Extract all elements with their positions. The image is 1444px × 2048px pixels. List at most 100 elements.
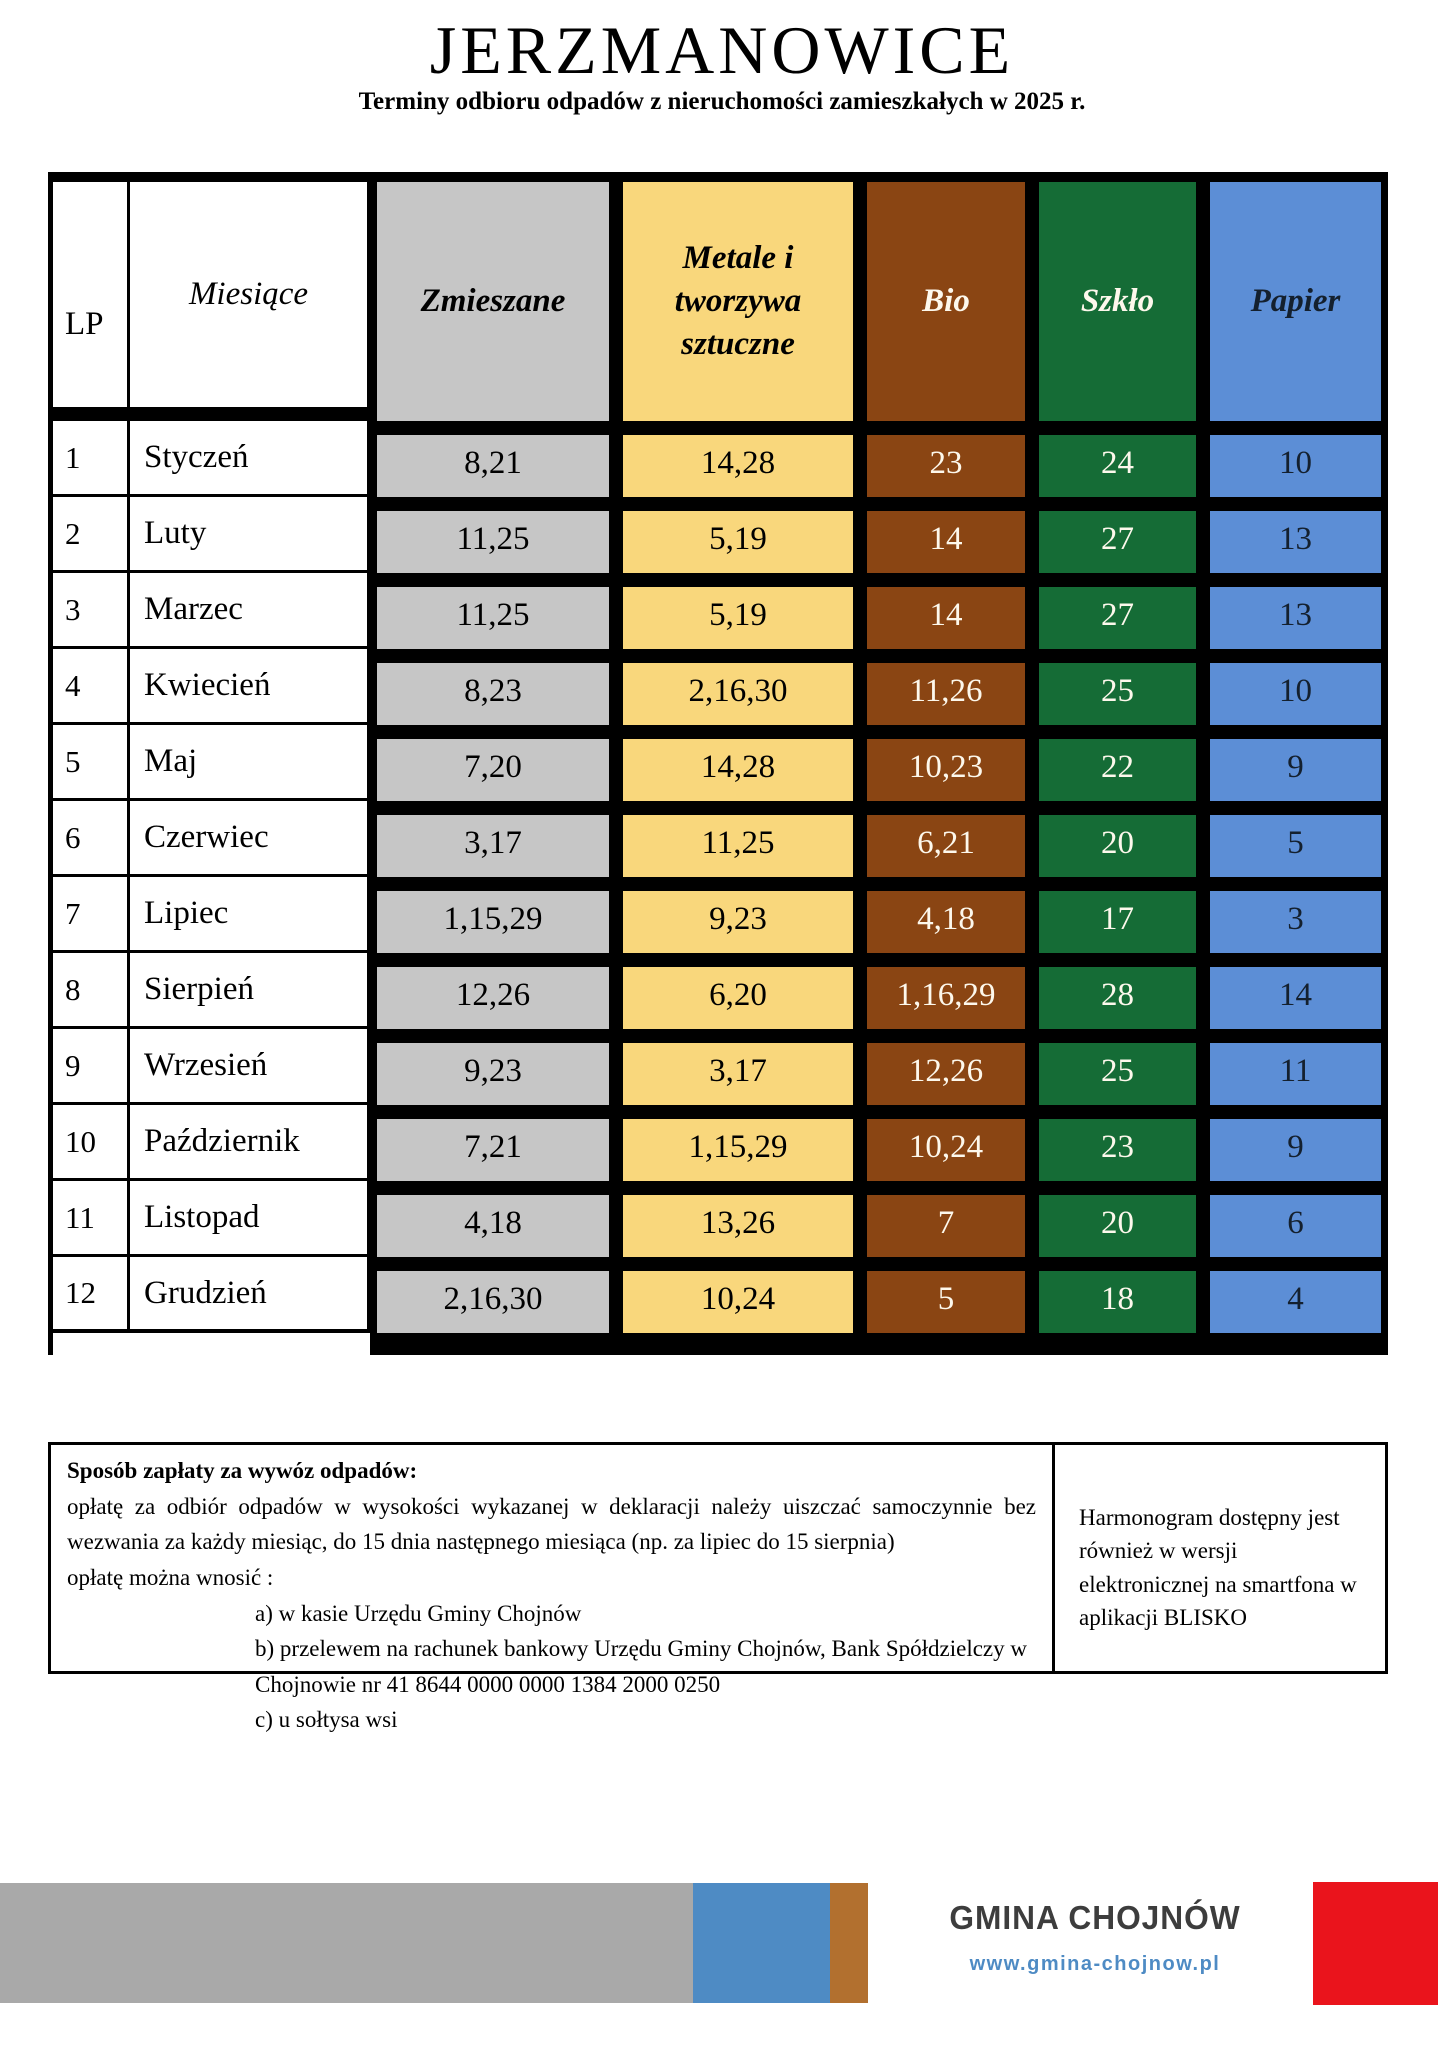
footer-red-block <box>1313 1882 1438 2005</box>
month-cell: Maj <box>130 725 367 801</box>
payment-line2: opłatę można wnosić : <box>67 1564 274 1590</box>
schedule-cell-bio: 10,24 <box>867 1119 1025 1181</box>
column-header-papier: Papier <box>1210 182 1381 421</box>
schedule-cell-szklo: 20 <box>1039 815 1196 877</box>
payment-item-a: a) w kasie Urzędu Gminy Chojnów <box>255 1600 582 1626</box>
month-cell: Czerwiec <box>130 801 367 877</box>
schedule-cell-papier: 3 <box>1210 891 1381 953</box>
schedule-cell-bio: 12,26 <box>867 1043 1025 1105</box>
schedule-cell-szklo: 25 <box>1039 663 1196 725</box>
waste-type-columns: Zmieszane 8,21 11,25 11,25 8,23 7,20 3,17 1,15,… <box>370 182 1388 1355</box>
app-note-text: Harmonogram dostępny jest również w wers… <box>1079 1505 1357 1631</box>
column-header-months: Miesiące <box>130 182 367 421</box>
footer-brown-bar <box>830 1883 868 2003</box>
app-availability-note: Harmonogram dostępny jest również w wers… <box>1055 1445 1385 1671</box>
schedule-cell-zmieszane: 12,26 <box>377 967 609 1029</box>
column-zmieszane: Zmieszane 8,21 11,25 11,25 8,23 7,20 3,17 1,15,… <box>370 182 616 1347</box>
payment-heading: Sposób zapłaty za wywóz odpadów: <box>67 1458 418 1483</box>
schedule-cell-szklo: 23 <box>1039 1119 1196 1181</box>
schedule-cell-metale: 3,17 <box>623 1043 853 1105</box>
schedule-cell-bio: 7 <box>867 1195 1025 1257</box>
column-metale: Metale i tworzywa sztuczne 14,28 5,19 5,19 2… <box>616 182 860 1347</box>
payment-info-box: Sposób zapłaty za wywóz odpadów: opłatę … <box>48 1442 1388 1732</box>
schedule-cell-szklo: 27 <box>1039 511 1196 573</box>
lp-cell: 5 <box>53 725 127 801</box>
schedule-cell-papier: 14 <box>1210 967 1381 1029</box>
column-header-metale: Metale i tworzywa sztuczne <box>623 182 853 421</box>
month-cell: Grudzień <box>130 1257 367 1333</box>
schedule-cell-papier: 10 <box>1210 663 1381 725</box>
schedule-cell-szklo: 20 <box>1039 1195 1196 1257</box>
month-cell: Lipiec <box>130 877 367 953</box>
schedule-cell-papier: 6 <box>1210 1195 1381 1257</box>
column-header-zmieszane: Zmieszane <box>377 182 609 421</box>
schedule-cell-metale: 6,20 <box>623 967 853 1029</box>
month-cell: Wrzesień <box>130 1029 367 1105</box>
column-papier: Papier 10 13 13 10 9 5 3 14 11 9 6 4 <box>1203 182 1388 1347</box>
column-bio: Bio 23 14 14 11,26 10,23 6,21 4,18 1,16,29 12,26 1… <box>860 182 1032 1347</box>
lp-cell: 8 <box>53 953 127 1029</box>
schedule-cell-bio: 1,16,29 <box>867 967 1025 1029</box>
schedule-cell-szklo: 22 <box>1039 739 1196 801</box>
waste-schedule-table: LP 1 2 3 4 5 6 7 8 9 10 11 12 Miesiące Styczeń Luty M… <box>48 172 1388 1355</box>
schedule-cell-metale: 2,16,30 <box>623 663 853 725</box>
lp-cell: 1 <box>53 421 127 497</box>
lp-cell: 3 <box>53 573 127 649</box>
schedule-cell-bio: 23 <box>867 435 1025 497</box>
schedule-cell-papier: 10 <box>1210 435 1381 497</box>
schedule-cell-papier: 13 <box>1210 587 1381 649</box>
schedule-cell-bio: 11,26 <box>867 663 1025 725</box>
lp-cell: 6 <box>53 801 127 877</box>
schedule-cell-metale: 5,19 <box>623 587 853 649</box>
column-header-bio: Bio <box>867 182 1025 421</box>
column-lp: LP 1 2 3 4 5 6 7 8 9 10 11 12 <box>53 182 130 1333</box>
schedule-cell-zmieszane: 8,21 <box>377 435 609 497</box>
schedule-cell-metale: 9,23 <box>623 891 853 953</box>
schedule-cell-bio: 10,23 <box>867 739 1025 801</box>
schedule-cell-zmieszane: 7,20 <box>377 739 609 801</box>
schedule-cell-zmieszane: 9,23 <box>377 1043 609 1105</box>
lp-cell: 2 <box>53 497 127 573</box>
lp-cell: 11 <box>53 1181 127 1257</box>
schedule-cell-bio: 6,21 <box>867 815 1025 877</box>
schedule-cell-zmieszane: 7,21 <box>377 1119 609 1181</box>
payment-methods-list: a) w kasie Urzędu Gminy Chojnów b) przel… <box>255 1596 1036 1739</box>
footer-branding: GMINA CHOJNÓW www.gmina-chojnow.pl <box>930 1899 1260 1976</box>
schedule-cell-szklo: 27 <box>1039 587 1196 649</box>
month-cell: Styczeń <box>130 421 367 497</box>
lp-cell: 10 <box>53 1105 127 1181</box>
schedule-cell-bio: 14 <box>867 511 1025 573</box>
footer-gray-bar <box>0 1883 693 2003</box>
schedule-cell-szklo: 28 <box>1039 967 1196 1029</box>
schedule-cell-zmieszane: 11,25 <box>377 511 609 573</box>
schedule-cell-bio: 5 <box>867 1271 1025 1333</box>
column-header-szklo: Szkło <box>1039 182 1196 421</box>
schedule-cell-zmieszane: 3,17 <box>377 815 609 877</box>
column-header-lp: LP <box>53 182 127 421</box>
schedule-cell-papier: 11 <box>1210 1043 1381 1105</box>
month-cell: Sierpień <box>130 953 367 1029</box>
payment-line1: opłatę za odbiór odpadów w wysokości wyk… <box>67 1493 1036 1555</box>
month-cell: Październik <box>130 1105 367 1181</box>
lp-cell: 4 <box>53 649 127 725</box>
lp-cell: 9 <box>53 1029 127 1105</box>
payment-item-b: b) przelewem na rachunek bankowy Urzędu … <box>255 1636 1027 1697</box>
footer-org-name: GMINA CHOJNÓW <box>949 1899 1241 1936</box>
schedule-cell-szklo: 24 <box>1039 435 1196 497</box>
column-szklo: Szkło 24 27 27 25 22 20 17 28 25 23 20 18 <box>1032 182 1203 1347</box>
schedule-cell-papier: 9 <box>1210 1119 1381 1181</box>
month-cell: Marzec <box>130 573 367 649</box>
schedule-cell-papier: 5 <box>1210 815 1381 877</box>
schedule-cell-bio: 4,18 <box>867 891 1025 953</box>
schedule-cell-zmieszane: 1,15,29 <box>377 891 609 953</box>
schedule-cell-szklo: 25 <box>1039 1043 1196 1105</box>
schedule-cell-metale: 10,24 <box>623 1271 853 1333</box>
footer-website: www.gmina-chojnow.pl <box>969 1953 1221 1975</box>
schedule-cell-zmieszane: 4,18 <box>377 1195 609 1257</box>
lp-cell: 7 <box>53 877 127 953</box>
schedule-cell-metale: 5,19 <box>623 511 853 573</box>
schedule-cell-metale: 13,26 <box>623 1195 853 1257</box>
schedule-cell-metale: 14,28 <box>623 739 853 801</box>
schedule-cell-bio: 14 <box>867 587 1025 649</box>
